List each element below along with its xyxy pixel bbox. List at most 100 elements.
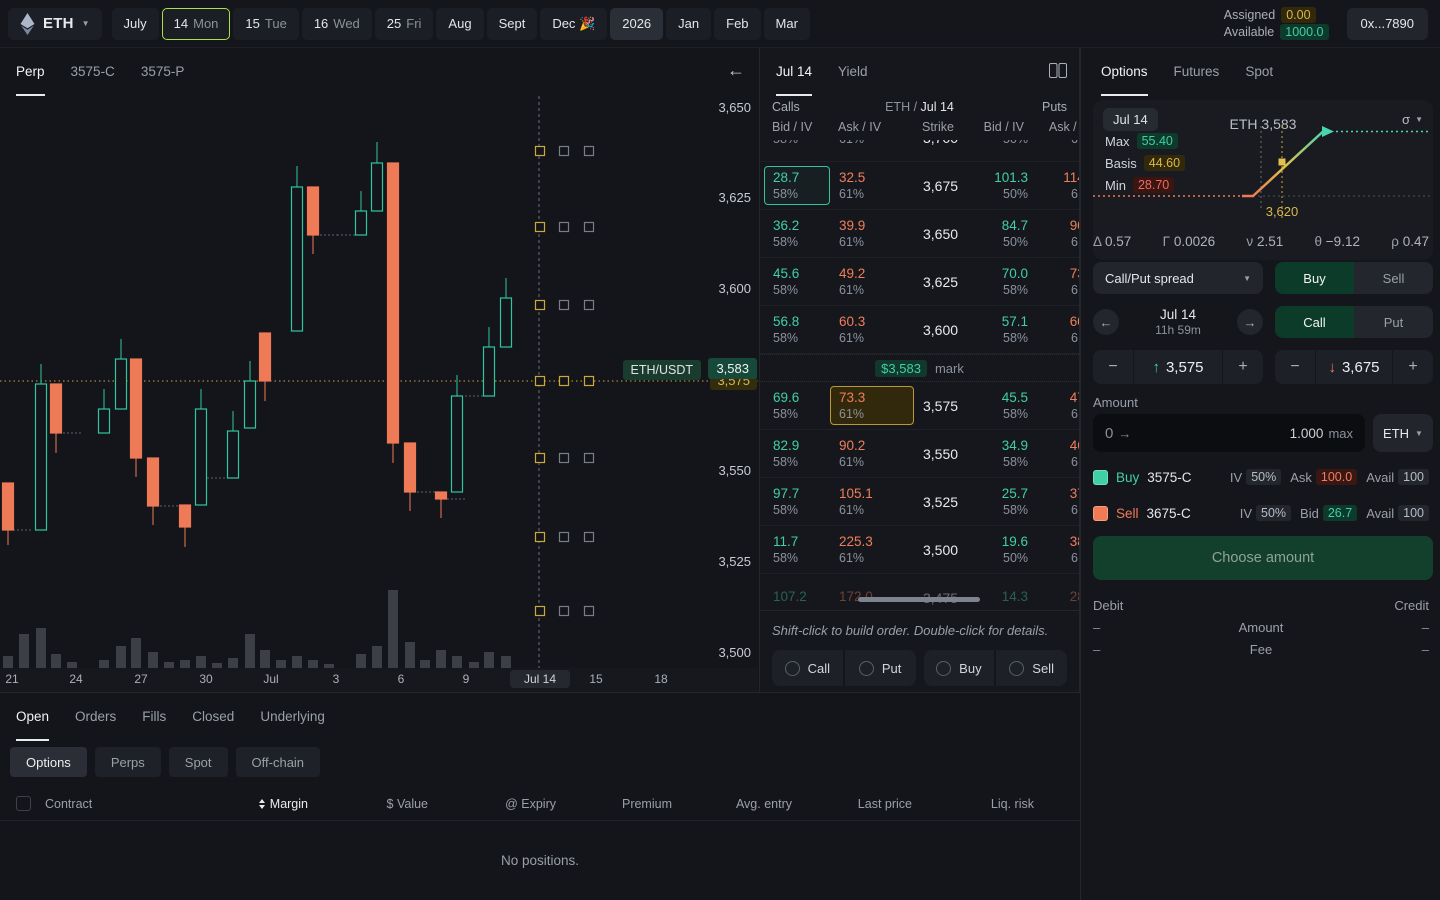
chain-tab-yield[interactable]: Yield <box>838 63 868 79</box>
date-tab-mar[interactable]: Mar <box>763 7 810 40</box>
ticket-tab-options[interactable]: Options <box>1101 48 1148 96</box>
quote-cell[interactable]: 38.161% <box>1069 534 1079 565</box>
subtab-off-chain[interactable]: Off-chain <box>235 747 321 777</box>
select-all-checkbox[interactable] <box>16 796 31 811</box>
quote-cell[interactable]: 39.9 61% <box>839 218 866 249</box>
quote-cell[interactable]: 49.2 61% <box>839 266 866 297</box>
strike-cell[interactable]: 3,500 <box>923 541 959 558</box>
date-tab-sept[interactable]: Sept <box>486 7 538 40</box>
date-tab-feb[interactable]: Feb <box>714 7 761 40</box>
column-header-premium[interactable]: Premium <box>621 796 672 811</box>
quote-cell[interactable]: 11.7 58% <box>773 534 799 565</box>
quote-cell[interactable]: 19.6 50% <box>1001 534 1029 565</box>
quote-cell[interactable]: 58% <box>764 140 830 150</box>
decrement-button[interactable]: − <box>1108 358 1118 375</box>
candlestick-chart[interactable] <box>0 90 758 668</box>
quote-cell[interactable]: 82.9 58% <box>773 438 800 469</box>
quote-cell[interactable]: 34.9 58% <box>1001 438 1029 469</box>
next-expiry-button[interactable]: → <box>1237 309 1263 335</box>
date-tab-2026[interactable]: 2026 <box>610 7 664 40</box>
column-header-contract[interactable]: Contract <box>45 796 93 811</box>
date-tab-25fri[interactable]: 25 Fri <box>374 7 434 40</box>
quote-cell[interactable]: 50% <box>967 140 1037 150</box>
date-tab-jan[interactable]: Jan <box>666 7 712 40</box>
strike-cell[interactable]: 3,575 <box>923 397 959 414</box>
positions-tab-fills[interactable]: Fills <box>142 708 167 724</box>
time-axis[interactable]: 21 24 27 30 Jul 3 6 9 Jul 14 15 18 <box>0 668 758 692</box>
quote-cell[interactable]: 32.5 61% <box>839 170 866 201</box>
amount-input[interactable]: 0 → 1.000 max <box>1093 414 1365 452</box>
date-tab-16wed[interactable]: 16 Wed <box>301 7 372 40</box>
strike-cell[interactable]: 3,675 <box>923 177 959 194</box>
short-strike-value[interactable]: ↓ 3,675 <box>1315 350 1393 384</box>
leg-checkbox[interactable] <box>1093 469 1108 485</box>
quote-cell[interactable]: 73.3 61% <box>830 386 914 425</box>
quote-cell[interactable]: 47.361% <box>1069 390 1079 421</box>
quote-cell[interactable]: 70.0 58% <box>1001 266 1029 297</box>
subtab-spot[interactable]: Spot <box>168 747 228 777</box>
date-tab-14mon[interactable]: 14 Mon <box>161 7 231 40</box>
column-header-margin[interactable]: Margin <box>188 797 308 811</box>
quote-cell[interactable]: 14.3 <box>1001 589 1029 604</box>
strike-cell[interactable]: 3,525 <box>923 493 959 510</box>
increment-button[interactable]: + <box>1238 358 1248 375</box>
positions-tab-open[interactable]: Open <box>16 693 50 741</box>
side-sell[interactable]: Sell <box>1354 262 1433 294</box>
quote-cell[interactable]: 69.6 58% <box>773 390 800 421</box>
horizontal-scrollbar[interactable] <box>858 597 980 602</box>
quote-cell[interactable]: 105.1 61% <box>839 486 873 517</box>
currency-selector[interactable]: ETH ▼ <box>1373 414 1433 452</box>
quote-cell[interactable]: 60.361% <box>1069 314 1079 345</box>
quote-cell[interactable]: 97.7 58% <box>773 486 800 517</box>
quote-cell[interactable]: 36.2 58% <box>773 218 800 249</box>
expiry-chip[interactable]: Jul 14 <box>1103 108 1158 131</box>
strike-cell[interactable]: 3,600 <box>923 321 959 338</box>
radio-call[interactable]: Call <box>772 650 843 686</box>
increment-button[interactable]: + <box>1408 358 1418 375</box>
quote-cell[interactable]: 84.7 50% <box>1001 218 1029 249</box>
collapse-chart-icon[interactable]: ← <box>727 60 745 80</box>
quote-cell[interactable]: 61% <box>1037 140 1079 150</box>
quote-cell[interactable]: 90.261% <box>1069 218 1079 249</box>
decrement-button[interactable]: − <box>1290 358 1300 375</box>
chart-tab-perp[interactable]: Perp <box>16 48 45 96</box>
quote-cell[interactable]: 101.3 50% <box>994 170 1029 201</box>
type-put[interactable]: Put <box>1354 306 1433 338</box>
positions-tab-underlying[interactable]: Underlying <box>260 708 325 724</box>
quote-cell[interactable]: 57.1 58% <box>1001 314 1029 345</box>
asset-selector[interactable]: ETH ▼ <box>8 7 102 40</box>
quote-cell[interactable]: 28.8 <box>1069 589 1079 604</box>
max-label[interactable]: max <box>1328 425 1353 441</box>
radio-put[interactable]: Put <box>842 650 916 686</box>
strike-cell[interactable]: 3,700 <box>914 140 967 150</box>
long-strike-value[interactable]: ↑ 3,575 <box>1133 350 1223 384</box>
choose-amount-button[interactable]: Choose amount <box>1093 536 1433 580</box>
positions-tab-orders[interactable]: Orders <box>75 708 117 724</box>
side-buy[interactable]: Buy <box>1275 262 1354 294</box>
wallet-address-button[interactable]: 0x...7890 <box>1346 7 1428 40</box>
strike-cell[interactable]: 3,550 <box>923 445 959 462</box>
quote-cell[interactable]: 73.461% <box>1069 266 1079 297</box>
column-header-expiry[interactable]: @ Expiry <box>505 796 556 811</box>
vol-selector[interactable]: σ ▼ <box>1402 112 1423 127</box>
ticket-tab-futures[interactable]: Futures <box>1173 63 1220 79</box>
quote-cell[interactable]: 28.7 58% <box>764 166 830 205</box>
quote-cell[interactable]: 45.5 58% <box>1001 390 1029 421</box>
quote-cell[interactable]: 107.2 <box>773 589 807 604</box>
ticket-tab-spot[interactable]: Spot <box>1245 63 1274 79</box>
quote-cell[interactable]: 114.461% <box>1063 170 1079 201</box>
column-header-value[interactable]: $ Value <box>386 796 428 811</box>
subtab-perps[interactable]: Perps <box>94 747 161 777</box>
quote-cell[interactable]: 45.6 58% <box>773 266 800 297</box>
date-tab-15tue[interactable]: 15 Tue <box>233 7 299 40</box>
quote-cell[interactable]: 56.8 58% <box>773 314 800 345</box>
date-tab-july[interactable]: July <box>111 7 159 40</box>
subtab-options[interactable]: Options <box>10 747 87 777</box>
positions-tab-closed[interactable]: Closed <box>192 708 235 724</box>
leg-checkbox[interactable] <box>1093 505 1108 521</box>
quote-cell[interactable]: 46.861% <box>1069 438 1079 469</box>
quote-cell[interactable]: 225.3 61% <box>839 534 873 565</box>
radio-buy[interactable]: Buy <box>924 650 995 686</box>
